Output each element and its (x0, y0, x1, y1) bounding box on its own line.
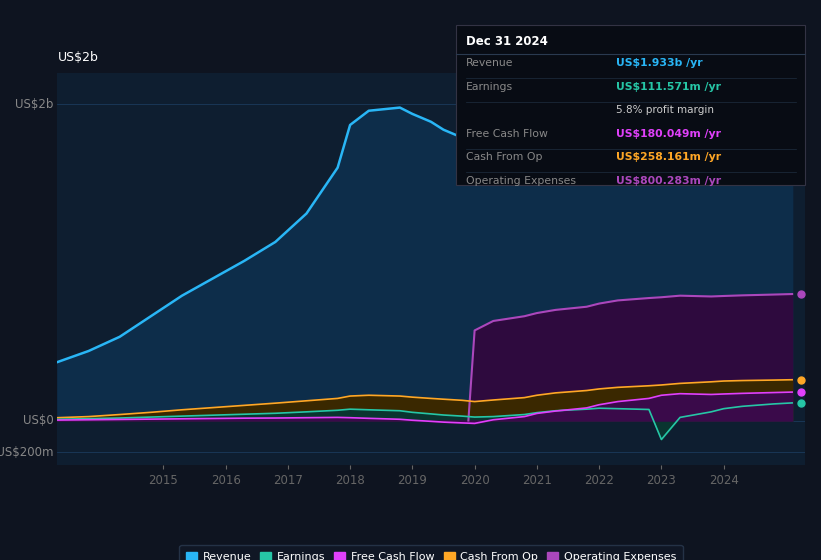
Text: Cash From Op: Cash From Op (466, 152, 542, 162)
Text: Dec 31 2024: Dec 31 2024 (466, 35, 548, 48)
Text: Free Cash Flow: Free Cash Flow (466, 129, 548, 139)
Text: US$180.049m /yr: US$180.049m /yr (616, 129, 721, 139)
Text: US$111.571m /yr: US$111.571m /yr (616, 82, 721, 92)
Text: Revenue: Revenue (466, 58, 513, 68)
Text: US$0: US$0 (23, 414, 53, 427)
Bar (652, 73, 805, 171)
Text: Operating Expenses: Operating Expenses (466, 176, 576, 186)
Text: US$2b: US$2b (57, 52, 99, 64)
Text: US$800.283m /yr: US$800.283m /yr (616, 176, 721, 186)
Text: -US$200m: -US$200m (0, 446, 53, 459)
Legend: Revenue, Earnings, Free Cash Flow, Cash From Op, Operating Expenses: Revenue, Earnings, Free Cash Flow, Cash … (179, 545, 683, 560)
Text: Earnings: Earnings (466, 82, 512, 92)
Text: US$2b: US$2b (16, 98, 53, 111)
Text: US$1.933b /yr: US$1.933b /yr (616, 58, 703, 68)
Text: US$258.161m /yr: US$258.161m /yr (616, 152, 721, 162)
Text: 5.8% profit margin: 5.8% profit margin (616, 105, 713, 115)
